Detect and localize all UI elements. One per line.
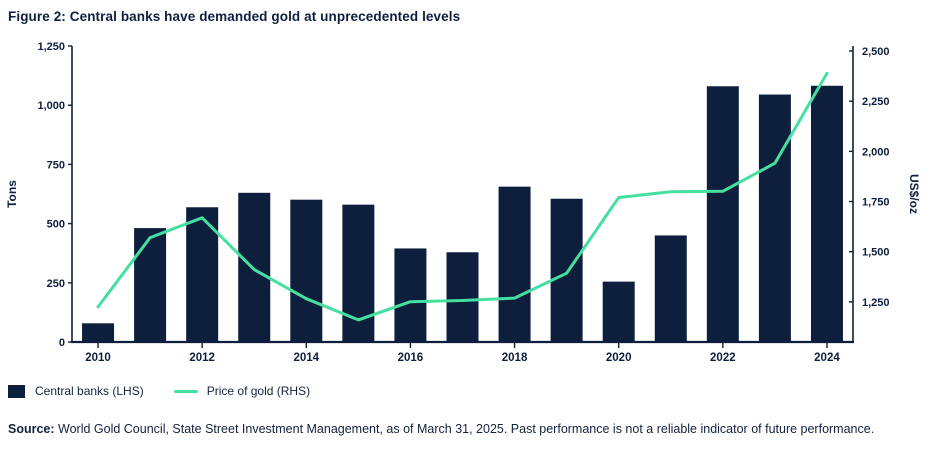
left-axis-tick-label: 750 (47, 159, 65, 171)
bar-2022 (706, 86, 739, 342)
left-axis-tick-label: 1,000 (37, 100, 65, 112)
price-of-gold-line (96, 71, 829, 322)
bar-2019 (550, 198, 583, 342)
x-axis-tick-label: 2018 (502, 352, 528, 364)
right-axis-title: US$/oz (907, 174, 921, 214)
legend-item-price-of-gold: Price of gold (RHS) (173, 384, 311, 398)
right-axis-tick-label: 2,000 (862, 146, 890, 158)
bar-2020 (602, 281, 635, 342)
left-axis-tick-label: 250 (47, 278, 65, 290)
x-axis-tick-label: 2016 (398, 352, 424, 364)
right-axis-tick-label: 1,500 (862, 247, 890, 259)
bar-2016 (394, 248, 427, 342)
right-axis-tick-label: 1,250 (862, 297, 890, 309)
combo-chart: 0 250 500 750 1,000 1,250 1,250 1,500 1,750 2,000… (5, 41, 921, 364)
bar-series-swatch (8, 384, 25, 398)
x-axis-tick-label: 2012 (189, 352, 215, 364)
source-text: World Gold Council, State Street Investm… (54, 422, 875, 436)
right-axis-tick-label: 2,250 (862, 96, 890, 108)
bar-2011 (134, 228, 167, 342)
x-axis-tick-label: 2024 (814, 352, 840, 364)
figure-title: Figure 2: Central banks have demanded go… (8, 9, 461, 24)
x-axis-tick-label: 2014 (294, 352, 320, 364)
left-axis-tick-label: 0 (59, 337, 65, 349)
source-note: Source: World Gold Council, State Street… (8, 420, 916, 438)
right-axis-tick-label: 2,500 (862, 46, 890, 58)
bar-2021 (654, 235, 687, 342)
left-axis-tick-label: 500 (47, 219, 65, 231)
bar-2010 (82, 323, 115, 342)
x-axis-tick-label: 2010 (85, 352, 111, 364)
bar-2014 (290, 199, 323, 342)
bar-2023 (758, 94, 791, 342)
x-axis-tick-label: 2022 (710, 352, 736, 364)
x-axis-tick-label: 2020 (606, 352, 632, 364)
legend-label-price-of-gold: Price of gold (RHS) (206, 384, 311, 398)
left-axis-title: Tons (5, 180, 19, 208)
legend-label-central-banks: Central banks (LHS) (35, 384, 144, 398)
source-label: Source: (8, 422, 55, 436)
legend-item-central-banks: Central banks (LHS) (8, 384, 144, 398)
bar-2017 (446, 252, 479, 342)
bar-2024 (810, 85, 843, 342)
line-series-swatch (173, 389, 198, 393)
bar-2018 (498, 186, 531, 342)
left-axis-tick-label: 1,250 (37, 41, 65, 53)
bar-2013 (238, 192, 271, 342)
right-axis-tick-label: 1,750 (862, 197, 890, 209)
chart-legend: Central banks (LHS) Price of gold (RHS) (8, 383, 310, 399)
